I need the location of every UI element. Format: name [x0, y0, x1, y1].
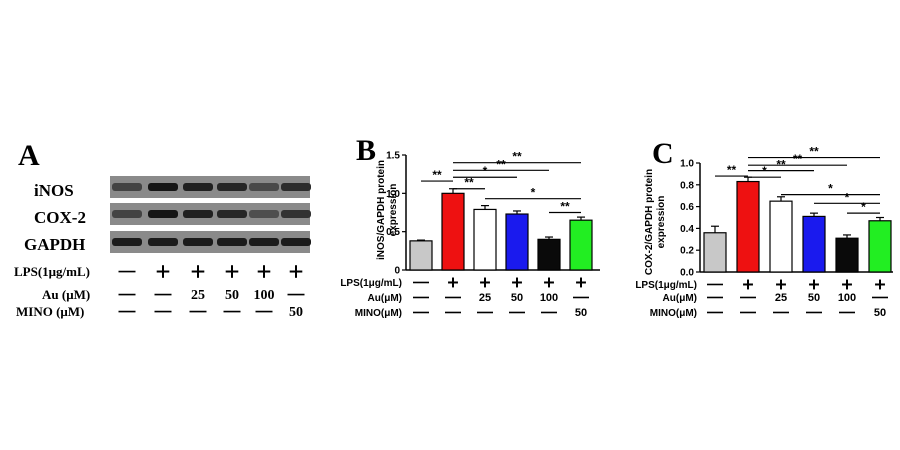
blot-band-1-0	[112, 210, 142, 218]
band-label-inos: iNOS	[34, 181, 74, 200]
panel-b-ylabel-line1: iNOS/GAPDH protein	[376, 160, 387, 260]
treatment-label-1: Au(μM)	[663, 293, 697, 304]
bar-0	[409, 240, 433, 271]
bar-2	[473, 208, 497, 271]
a-treat-1-value-2: 25	[191, 288, 205, 303]
treat-1-chart-c-value-4: 100	[838, 292, 856, 304]
blot-band-1-2	[183, 210, 213, 218]
treatment-label-1: Au(μM)	[368, 293, 402, 304]
sig-label-5: *	[828, 182, 833, 196]
bar-4	[537, 238, 561, 271]
treat-1-chart-b-value-2: 25	[479, 292, 491, 304]
treatment-label-2: MINO(μM)	[650, 308, 697, 319]
panel-b-plot-area: 00.51.01.5***** *******LPS(1μg/mL)Au(μM) 2…	[340, 150, 600, 319]
blot-band-2-2	[183, 238, 213, 246]
y-tick-label-1: 0.2	[680, 246, 694, 257]
blot-band-0-4	[249, 183, 279, 191]
treat-1-chart-c-value-2: 25	[775, 292, 787, 304]
a-treat-1-value-4: 100	[254, 288, 275, 303]
y-tick-label-3: 0.6	[680, 202, 694, 213]
blot-band-0-3	[217, 183, 247, 191]
bar-5	[868, 220, 892, 273]
blot-band-0-2	[183, 183, 213, 191]
bar-3	[505, 213, 529, 271]
y-tick-label-2: 1.0	[386, 189, 400, 200]
a-treat-1-value-3: 50	[225, 288, 239, 303]
treatment-label-au: Au (μM)	[42, 287, 90, 302]
blot-band-2-5	[281, 238, 311, 246]
treatment-label-0: LPS(1μg/mL)	[340, 278, 402, 289]
panel-c-cox2-chart: C COX-2/GAPDH protein expression 0.0 0.2 0…	[635, 137, 893, 319]
panel-b-ylabel-line2: expression	[388, 184, 399, 237]
sig-label-2: *	[483, 164, 488, 178]
sig-label-3: **	[496, 157, 506, 171]
panel-a-western-blot: A iNOS COX-2 GAPDH LPS(1μg/mL) Au (μM) M…	[14, 139, 311, 320]
sig-label-6: *	[845, 190, 850, 204]
a-treat-2-value-5: 50	[289, 305, 303, 320]
treatment-label-2: MINO(μM)	[355, 308, 402, 319]
blot-band-1-4	[249, 210, 279, 218]
blot-band-1-1	[148, 210, 178, 218]
blot-band-2-3	[217, 238, 247, 246]
sig-label-7: *	[861, 200, 866, 214]
panel-a-treatment-values: 25 50 100 50	[118, 265, 305, 320]
y-tick-label-4: 0.8	[680, 180, 694, 191]
bar-3	[802, 215, 826, 273]
blot-band-0-0	[112, 183, 142, 191]
sig-label-1: **	[464, 176, 474, 190]
treat-1-chart-b-value-4: 100	[540, 292, 558, 304]
panel-b-inos-chart: B iNOS/GAPDH protein expression 0 0.5 1.0 1…	[340, 134, 600, 319]
sig-label-5: *	[531, 186, 536, 200]
band-label-gapdh: GAPDH	[24, 235, 85, 254]
blot-band-1-5	[281, 210, 311, 218]
blot-band-0-1	[148, 183, 178, 191]
treat-2-chart-c-value-5: 50	[874, 307, 886, 319]
blot-strips	[110, 176, 311, 253]
y-tick-label-2: 0.4	[680, 224, 694, 235]
panel-c-ylabel-line2: expression	[656, 196, 667, 249]
blot-band-2-1	[148, 238, 178, 246]
blot-band-2-0	[112, 238, 142, 246]
bar-2	[769, 200, 793, 273]
treatment-label-0: LPS(1μg/mL)	[635, 280, 697, 291]
panel-c-letter: C	[652, 137, 674, 170]
sig-label-6: **	[560, 200, 570, 214]
band-label-cox2: COX-2	[34, 208, 86, 227]
sig-label-4: **	[512, 150, 522, 164]
bar-1	[736, 180, 760, 273]
treatment-label-mino: MINO (μM)	[16, 304, 84, 319]
bar-4	[835, 237, 859, 273]
treatment-label-lps: LPS(1μg/mL)	[14, 264, 90, 279]
treat-1-chart-c-value-3: 50	[808, 292, 820, 304]
y-tick-label-3: 1.5	[386, 151, 400, 162]
bar-0	[703, 232, 727, 273]
sig-label-0: **	[432, 168, 442, 182]
sig-label-0: **	[727, 163, 737, 177]
sig-label-4: **	[809, 145, 819, 159]
y-tick-label-1: 0.5	[386, 227, 400, 238]
y-tick-label-5: 1.0	[680, 159, 694, 170]
panel-b-letter: B	[356, 134, 376, 167]
panel-a-letter: A	[18, 139, 40, 172]
y-tick-label-0: 0.0	[680, 268, 694, 279]
blot-band-0-5	[281, 183, 311, 191]
blot-band-2-4	[249, 238, 279, 246]
treat-2-chart-b-value-5: 50	[575, 307, 587, 319]
blot-band-1-3	[217, 210, 247, 218]
treat-1-chart-b-value-3: 50	[511, 292, 523, 304]
panel-c-plot-area: 0.00.20.40.60.81.0************LPS(1μg/mL…	[635, 145, 893, 319]
panel-c-ylabel-line1: COX-2/GAPDH protein	[644, 169, 655, 275]
bar-1	[441, 192, 465, 271]
y-tick-label-0: 0	[394, 266, 400, 277]
sig-label-3: **	[793, 152, 803, 166]
bar-5	[569, 219, 593, 271]
